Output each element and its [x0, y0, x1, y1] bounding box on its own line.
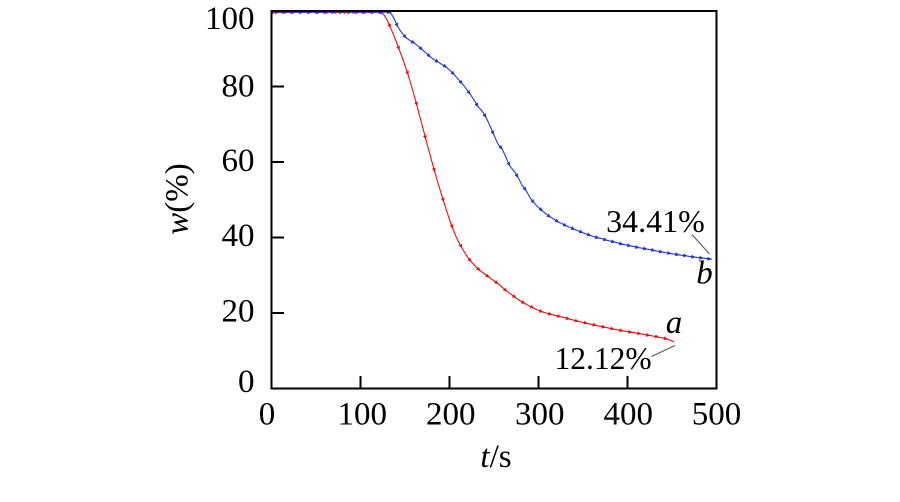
svg-text:20: 20 [222, 293, 255, 329]
svg-text:b: b [696, 256, 713, 292]
svg-text:400: 400 [604, 396, 654, 432]
svg-text:80: 80 [222, 69, 255, 105]
svg-text:60: 60 [222, 143, 255, 179]
svg-text:300: 300 [515, 396, 565, 432]
svg-text:200: 200 [426, 396, 476, 432]
svg-text:100: 100 [205, 1, 255, 37]
svg-text:500: 500 [692, 396, 742, 432]
svg-text:w(%): w(%) [160, 163, 196, 234]
svg-text:0: 0 [259, 396, 276, 432]
svg-text:40: 40 [222, 218, 255, 254]
svg-text:34.41%: 34.41% [606, 203, 705, 239]
svg-text:t/s: t/s [480, 439, 511, 475]
svg-text:12.12%: 12.12% [554, 341, 651, 376]
svg-text:100: 100 [338, 396, 388, 432]
svg-text:a: a [666, 305, 683, 341]
svg-text:0: 0 [238, 364, 255, 400]
